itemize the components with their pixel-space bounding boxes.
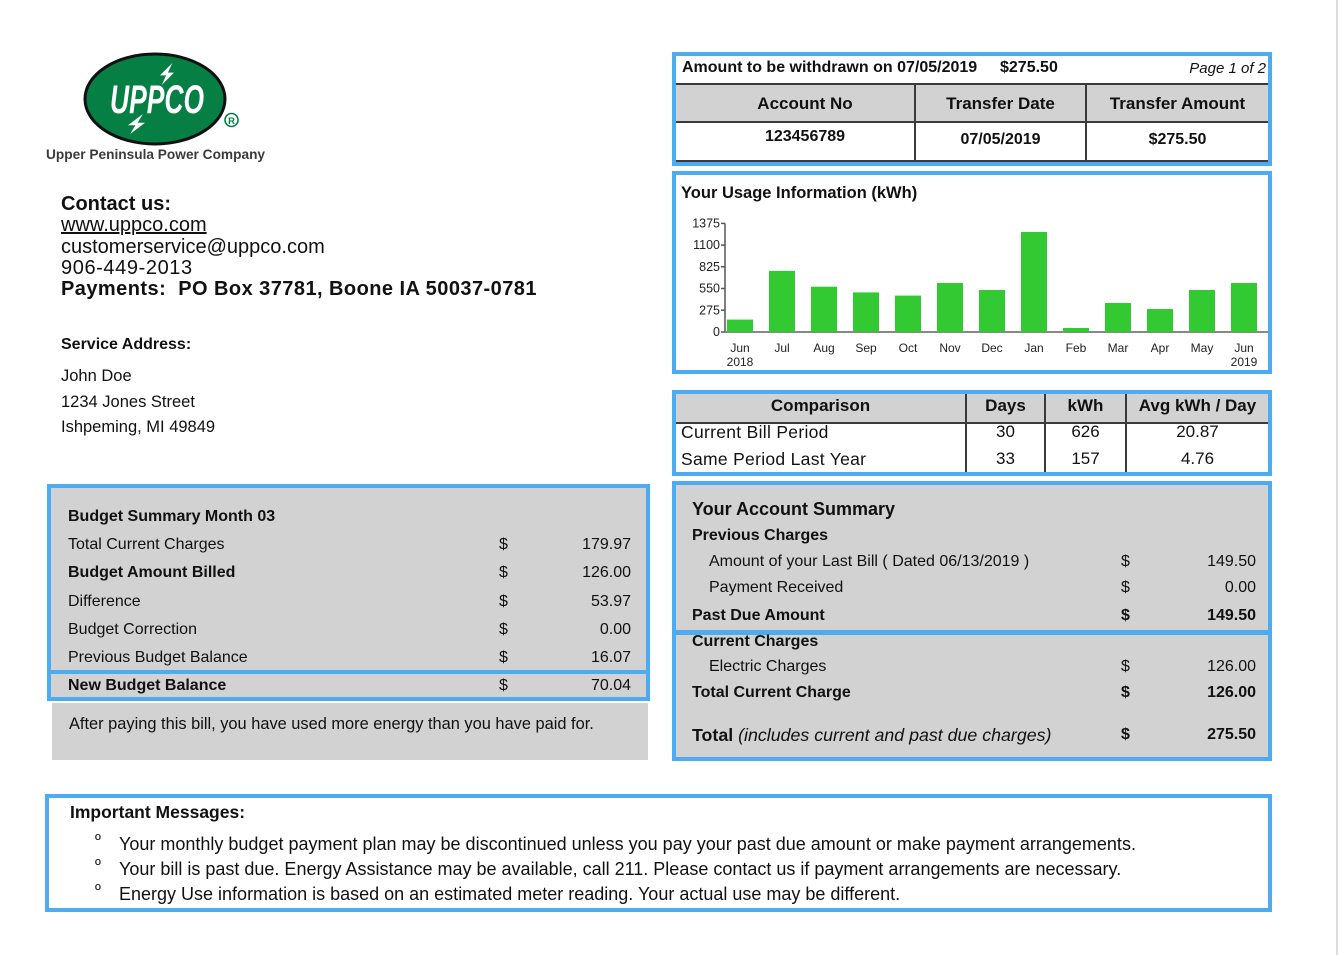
svg-text:Jul: Jul (774, 341, 789, 355)
svg-text:1375: 1375 (692, 217, 720, 231)
svg-text:Feb: Feb (1066, 341, 1087, 355)
svg-text:Oct: Oct (899, 341, 918, 355)
svg-text:Dec: Dec (981, 341, 1002, 355)
svg-text:275: 275 (699, 303, 720, 317)
svg-text:UPPCO: UPPCO (110, 78, 204, 122)
svg-text:Aug: Aug (813, 341, 834, 355)
svg-text:2019: 2019 (1231, 355, 1258, 369)
svg-text:R: R (228, 116, 235, 127)
svg-text:550: 550 (699, 282, 720, 296)
svg-text:1100: 1100 (693, 238, 720, 252)
svg-text:825: 825 (699, 260, 720, 274)
svg-text:Jun: Jun (1234, 341, 1253, 355)
svg-text:Mar: Mar (1108, 341, 1129, 355)
svg-text:May: May (1191, 341, 1214, 355)
svg-text:Sep: Sep (855, 341, 877, 355)
svg-text:Jun: Jun (730, 341, 749, 355)
svg-text:2018: 2018 (727, 355, 754, 369)
svg-text:Nov: Nov (939, 341, 960, 355)
svg-text:Jan: Jan (1024, 341, 1043, 355)
svg-text:0: 0 (713, 325, 720, 339)
svg-text:Apr: Apr (1151, 341, 1170, 355)
